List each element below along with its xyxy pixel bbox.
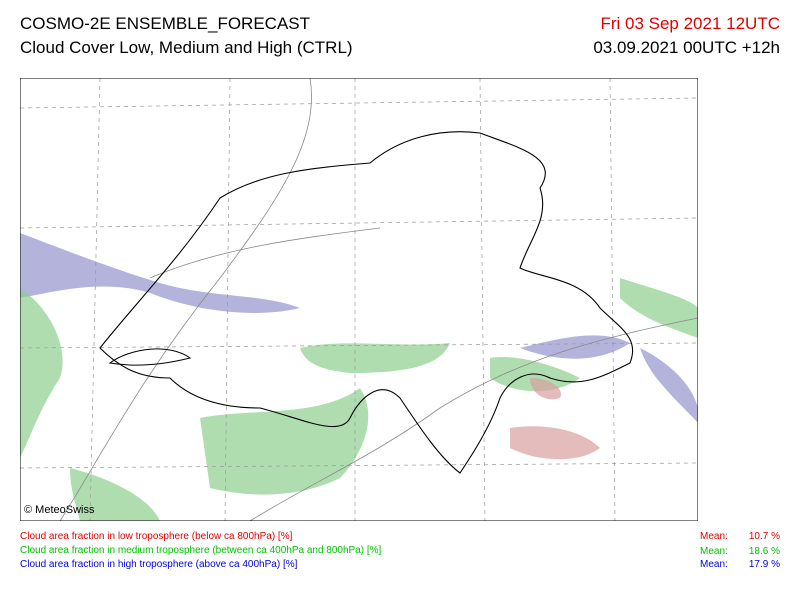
cloud-low [510, 378, 600, 460]
grid [20, 78, 698, 521]
cloud-high [20, 233, 698, 423]
title: COSMO-2E ENSEMBLE_FORECAST [20, 14, 311, 33]
country-border [99, 131, 634, 474]
lake [108, 348, 192, 366]
subtitle: Cloud Cover Low, Medium and High (CTRL) [20, 38, 353, 57]
map-bg [20, 78, 698, 521]
legend-text: Cloud area fraction in low troposphere (… [20, 531, 293, 542]
mean-value: 17.9 % [748, 559, 780, 570]
cloud-medium [20, 278, 698, 521]
legend-text: Cloud area fraction in medium tropospher… [20, 545, 382, 556]
mean-label: Mean: [700, 531, 728, 542]
map: © MeteoSwiss [20, 78, 698, 521]
copyright: © MeteoSwiss [24, 504, 95, 516]
borders [59, 78, 698, 521]
valid-time: Fri 03 Sep 2021 12UTC [600, 14, 780, 33]
mean-label: Mean: [700, 559, 728, 570]
mean-value: 18.6 % [748, 546, 780, 557]
mean-value: 10.7 % [748, 531, 780, 542]
legend-text: Cloud area fraction in high troposphere … [20, 559, 298, 570]
mean-label: Mean: [700, 546, 728, 557]
run-time: 03.09.2021 00UTC +12h [593, 38, 780, 57]
